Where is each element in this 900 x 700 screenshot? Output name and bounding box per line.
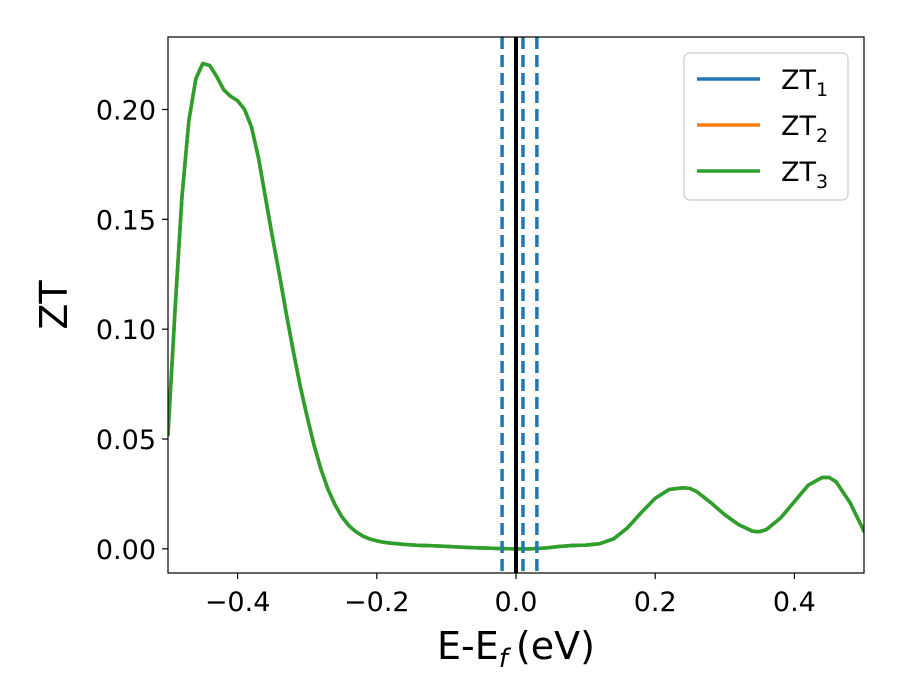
legend-box (683, 52, 849, 201)
y-tick-label: 0.20 (96, 95, 156, 126)
legend-label-1: ZT1 (781, 65, 828, 101)
legend: ZT1 ZT2 ZT3 (683, 52, 849, 201)
y-tick-label: 0.00 (96, 535, 156, 566)
x-axis-label-subscript: f (499, 644, 512, 674)
series-line-3 (168, 61, 864, 551)
x-tick-label: 0.4 (773, 587, 816, 618)
x-tick-label: −0.4 (205, 587, 271, 618)
x-tick-label: 0.0 (495, 587, 538, 618)
y-tick-label: 0.15 (96, 205, 156, 236)
x-axis-label: E-Ef (eV) (437, 624, 595, 674)
y-axis: 0.00 0.05 0.10 0.15 0.20 (96, 95, 168, 566)
y-tick-label: 0.10 (96, 315, 156, 346)
y-tick-label: 0.05 (96, 425, 156, 456)
x-axis-label-unit: (eV) (516, 624, 595, 668)
x-axis: −0.4 −0.2 0.0 0.2 0.4 (205, 573, 816, 618)
x-tick-label: 0.2 (634, 587, 677, 618)
legend-label-3: ZT3 (781, 157, 828, 193)
plot-area (168, 37, 864, 573)
x-tick-label: −0.2 (344, 587, 410, 618)
legend-label-2: ZT2 (781, 111, 828, 147)
y-axis-label: ZT (32, 280, 76, 330)
